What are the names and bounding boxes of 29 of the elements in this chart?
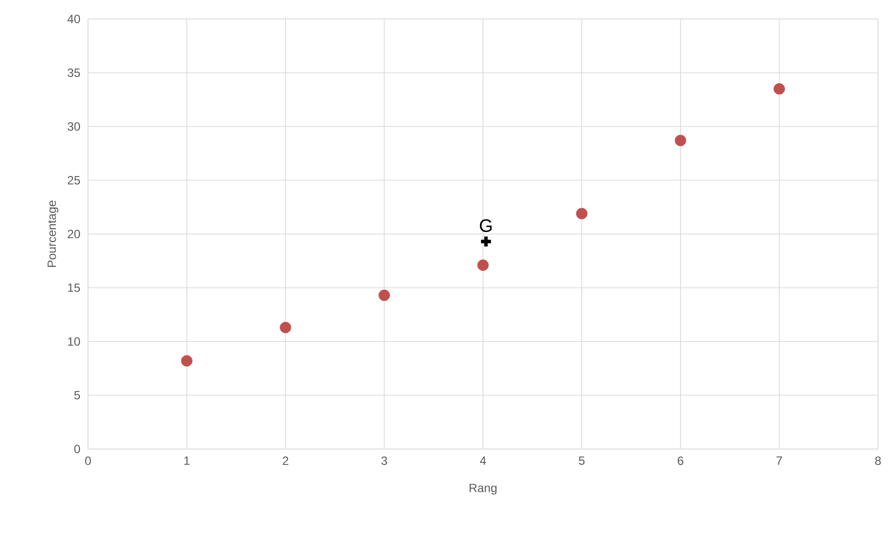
x-tick-label: 2 bbox=[282, 456, 288, 465]
x-tick-label: 4 bbox=[480, 456, 486, 465]
point bbox=[477, 259, 489, 271]
y-tick-label: 25 bbox=[68, 176, 80, 184]
y-tick-label: 20 bbox=[68, 230, 80, 238]
x-tick-label: 0 bbox=[85, 456, 91, 465]
point bbox=[479, 234, 493, 248]
y-tick-label: 15 bbox=[68, 284, 80, 292]
y-axis-title: Pourcentage bbox=[48, 200, 58, 267]
x-tick-label: 8 bbox=[875, 456, 881, 465]
y-tick-label: 0 bbox=[74, 444, 80, 454]
point bbox=[576, 208, 588, 220]
y-tick-label: 40 bbox=[67, 14, 80, 24]
series-label: G bbox=[480, 219, 492, 232]
point bbox=[280, 322, 292, 334]
y-tick-label: 35 bbox=[68, 68, 80, 77]
point bbox=[378, 290, 390, 301]
x-tick-label: 3 bbox=[381, 456, 388, 465]
point bbox=[674, 134, 686, 146]
x-axis-title: Rang bbox=[470, 484, 497, 495]
x-tick-label: 6 bbox=[678, 456, 684, 465]
x-tick-label: 7 bbox=[776, 456, 782, 465]
point bbox=[181, 355, 192, 367]
y-tick-label: 10 bbox=[68, 337, 80, 346]
y-tick-label: 30 bbox=[68, 122, 80, 131]
y-tick-label: 5 bbox=[74, 391, 80, 400]
point bbox=[774, 83, 785, 95]
x-tick-label: 1 bbox=[184, 456, 190, 465]
x-tick-label: 5 bbox=[578, 456, 585, 465]
